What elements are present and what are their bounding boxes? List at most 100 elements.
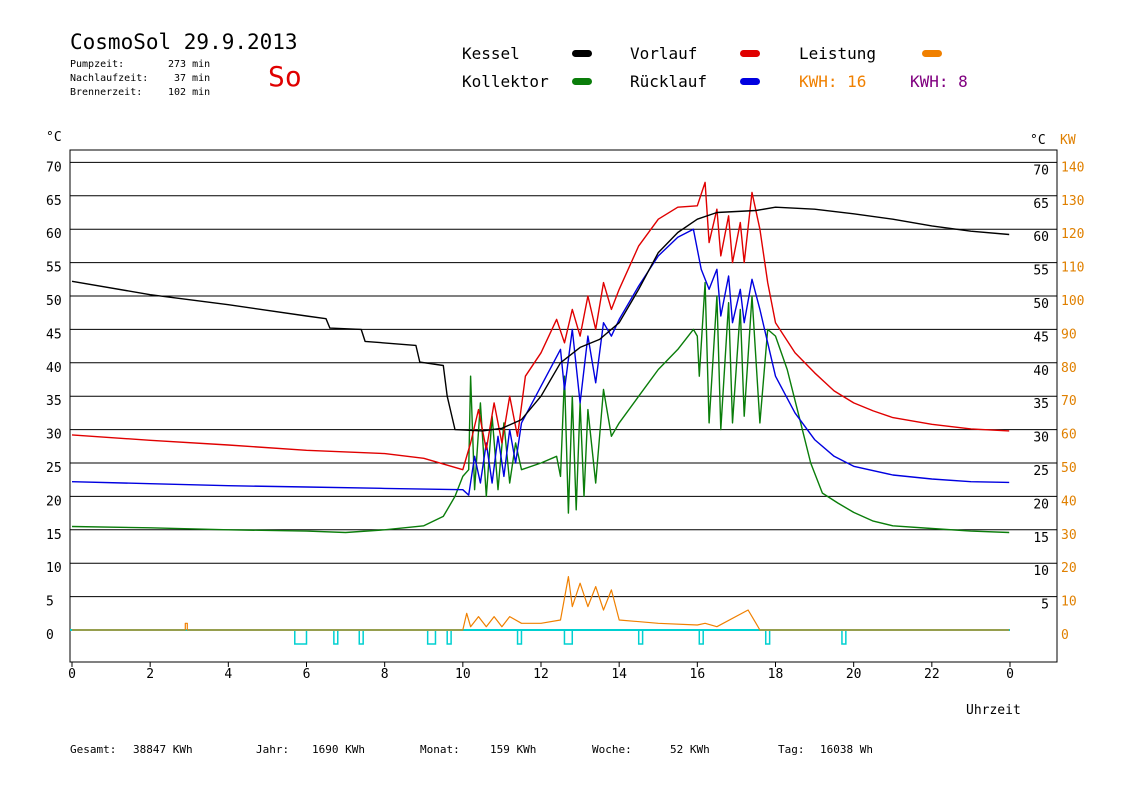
x-tick-label: 10 [455,667,471,682]
x-tick-label: 0 [68,667,76,682]
y-tick-label-right-kw: 50 [1061,461,1077,476]
y-tick-label-left: 65 [46,194,62,209]
y-tick-label-right-c: 40 [1033,364,1049,379]
y-tick-label-left: 55 [46,261,62,276]
y-tick-label-right-kw: 40 [1061,494,1077,509]
burner-time-label: Brennerzeit: [70,87,143,98]
y-tick-label-right-c: 70 [1033,163,1049,178]
x-tick-label: 4 [224,667,232,682]
legend-kwh-orange: KWH: 16 [799,72,867,91]
year-value: 1690 KWh [312,743,365,756]
y-tick-label-right-kw: 80 [1061,361,1077,376]
weekday-label: So [268,60,302,93]
total-value: 38847 KWh [133,743,193,756]
legend-ruecklauf-label: Rücklauf [630,72,708,91]
legend-kollektor-swatch [572,78,592,85]
legend-kwh-purple: KWH: 8 [910,72,968,91]
y-tick-label-right-kw: 70 [1061,394,1077,409]
month-value: 159 KWh [490,743,537,756]
x-tick-label: 6 [303,667,311,682]
legend-leistung-swatch [922,50,942,57]
day-label: Tag: [778,743,805,756]
day-value: 16038 Wh [820,743,873,756]
pump-on-marker [563,630,574,645]
y-tick-label-right-kw: 20 [1061,561,1077,576]
y-tick-label-right-c: 5 [1041,598,1049,613]
y-tick-label-right-c: 35 [1033,397,1049,412]
y-tick-label-right-c: 20 [1033,497,1049,512]
y-tick-label-right-c: 45 [1033,330,1049,345]
y-tick-label-left: 0 [46,628,54,643]
series-line-kessel [71,206,1010,432]
y-tick-label-right-kw: 120 [1061,227,1084,242]
y-tick-label-right-c: 65 [1033,197,1049,212]
month-label: Monat: [420,743,460,756]
pump-on-marker [841,630,847,645]
y-tick-label-left: 20 [46,494,62,509]
afterrun-time-label: Nachlaufzeit: [70,73,149,84]
x-tick-label: 12 [533,667,549,682]
x-tick-label: 14 [611,667,627,682]
series-line-ruecklauf [71,228,1010,496]
y-tick-label-left: 70 [46,160,62,175]
pump-on-marker [358,630,364,645]
chart-title: CosmoSol 29.9.2013 [70,30,298,54]
legend-kollektor-label: Kollektor [462,72,549,91]
y-axis-unit-right-kw: KW [1060,133,1076,148]
total-label: Gesamt: [70,743,117,756]
y-tick-label-left: 10 [46,561,62,576]
y-tick-label-right-c: 25 [1033,464,1049,479]
y-tick-label-right-kw: 110 [1061,261,1084,276]
x-tick-label: 2 [146,667,154,682]
legend-ruecklauf-swatch [740,78,760,85]
y-tick-label-left: 35 [46,394,62,409]
pump-on-marker [637,630,644,645]
x-tick-label: 16 [690,667,706,682]
week-label: Woche: [592,743,632,756]
y-tick-label-right-c: 60 [1033,230,1049,245]
y-tick-label-left: 15 [46,528,62,543]
y-tick-label-right-kw: 0 [1061,628,1069,643]
y-tick-label-right-kw: 140 [1061,160,1084,175]
plot-frame [69,149,1058,663]
pump-on-marker [516,630,523,645]
legend-kessel-swatch [572,50,592,57]
y-tick-label-left: 45 [46,327,62,342]
y-tick-label-right-kw: 30 [1061,528,1077,543]
y-tick-label-right-c: 30 [1033,431,1049,446]
pump-time-value: 273 min [168,59,211,70]
pump-on-marker [294,630,308,645]
week-value: 52 KWh [670,743,710,756]
afterrun-time-value: 37 min [174,73,211,84]
y-tick-label-left: 60 [46,227,62,242]
pump-time-label: Pumpzeit: [70,59,125,70]
y-tick-label-right-kw: 60 [1061,428,1077,443]
y-tick-label-left: 25 [46,461,62,476]
pump-on-marker [333,630,339,645]
x-tick-label: 18 [768,667,784,682]
series-line-leistung [72,575,1010,631]
y-tick-label-left: 5 [46,595,54,610]
y-axis-unit-right-c: °C [1030,133,1046,148]
y-tick-label-right-c: 10 [1033,564,1049,579]
y-tick-label-right-kw: 10 [1061,595,1077,610]
y-tick-label-right-kw: 130 [1061,194,1084,209]
x-tick-label: 22 [924,667,940,682]
y-tick-label-right-kw: 90 [1061,327,1077,342]
legend-leistung-label: Leistung [799,44,877,63]
x-axis-label: Uhrzeit [966,703,1021,718]
series-line-vorlauf [71,181,1010,471]
y-tick-label-left: 50 [46,294,62,309]
y-axis-unit-left: °C [46,130,62,145]
x-tick-label: 0 [1006,667,1014,682]
x-tick-label: 20 [846,667,862,682]
pump-on-marker [446,630,452,645]
y-tick-label-right-kw: 100 [1061,294,1084,309]
pump-on-marker [426,630,437,645]
legend-vorlauf-label: Vorlauf [630,44,698,63]
legend-kessel-label: Kessel [462,44,520,63]
pump-on-marker [698,630,704,645]
y-tick-label-left: 40 [46,361,62,376]
x-tick-label: 8 [381,667,389,682]
